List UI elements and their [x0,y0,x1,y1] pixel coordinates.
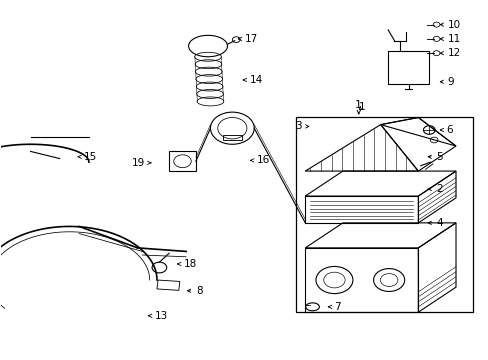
Text: 1: 1 [355,100,362,111]
Text: 19: 19 [131,158,151,168]
Text: 9: 9 [439,77,453,87]
Text: 15: 15 [78,152,97,162]
Text: 8: 8 [187,286,202,296]
Text: 5: 5 [427,152,442,162]
Text: 12: 12 [439,48,460,58]
Text: 17: 17 [238,34,257,44]
Bar [222,135,242,140]
Text: 1: 1 [358,102,365,112]
Text: 7: 7 [328,302,340,312]
Bar [169,152,196,171]
Text: 4: 4 [427,218,442,228]
Text: 16: 16 [250,156,269,165]
Text: 14: 14 [243,75,262,85]
Text: 18: 18 [177,259,197,269]
Text: 6: 6 [439,125,452,135]
Text: 3: 3 [295,121,308,131]
Bar [157,280,180,291]
Text: 11: 11 [439,34,460,44]
Bar [387,51,428,84]
Bar [295,117,472,312]
Text: 10: 10 [439,19,460,30]
Text: 13: 13 [148,311,167,321]
Text: 2: 2 [427,184,442,194]
